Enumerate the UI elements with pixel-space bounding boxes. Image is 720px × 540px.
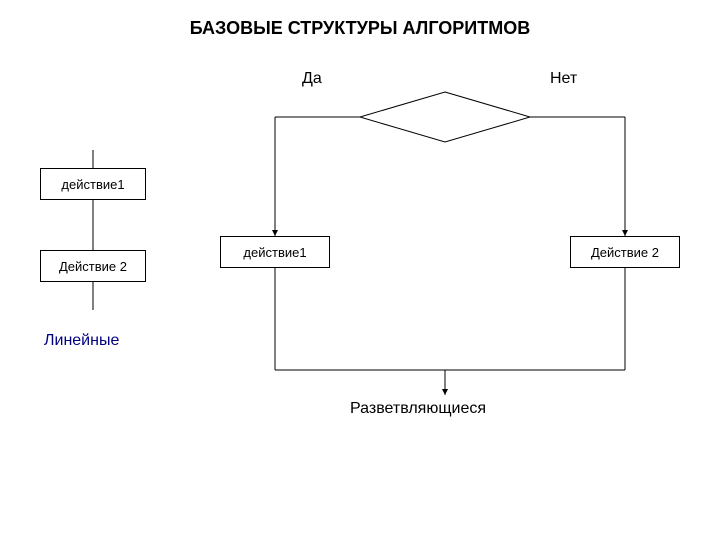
node-left-action1: действие1 bbox=[40, 168, 146, 200]
node-mid-action1: действие1 bbox=[220, 236, 330, 268]
node-left-action2: Действие 2 bbox=[40, 250, 146, 282]
label-no: Нет bbox=[550, 70, 577, 88]
node-right-action2: Действие 2 bbox=[570, 236, 680, 268]
label-condition: Условие bbox=[412, 108, 470, 125]
node-label: Действие 2 bbox=[59, 259, 127, 274]
page-title: БАЗОВЫЕ СТРУКТУРЫ АЛГОРИТМОВ bbox=[150, 18, 570, 39]
node-label: действие1 bbox=[243, 245, 306, 260]
label-linear: Линейные bbox=[44, 332, 119, 350]
node-label: действие1 bbox=[61, 177, 124, 192]
label-branching: Разветвляющиеся bbox=[350, 400, 486, 418]
label-yes: Да bbox=[302, 70, 322, 88]
node-label: Действие 2 bbox=[591, 245, 659, 260]
